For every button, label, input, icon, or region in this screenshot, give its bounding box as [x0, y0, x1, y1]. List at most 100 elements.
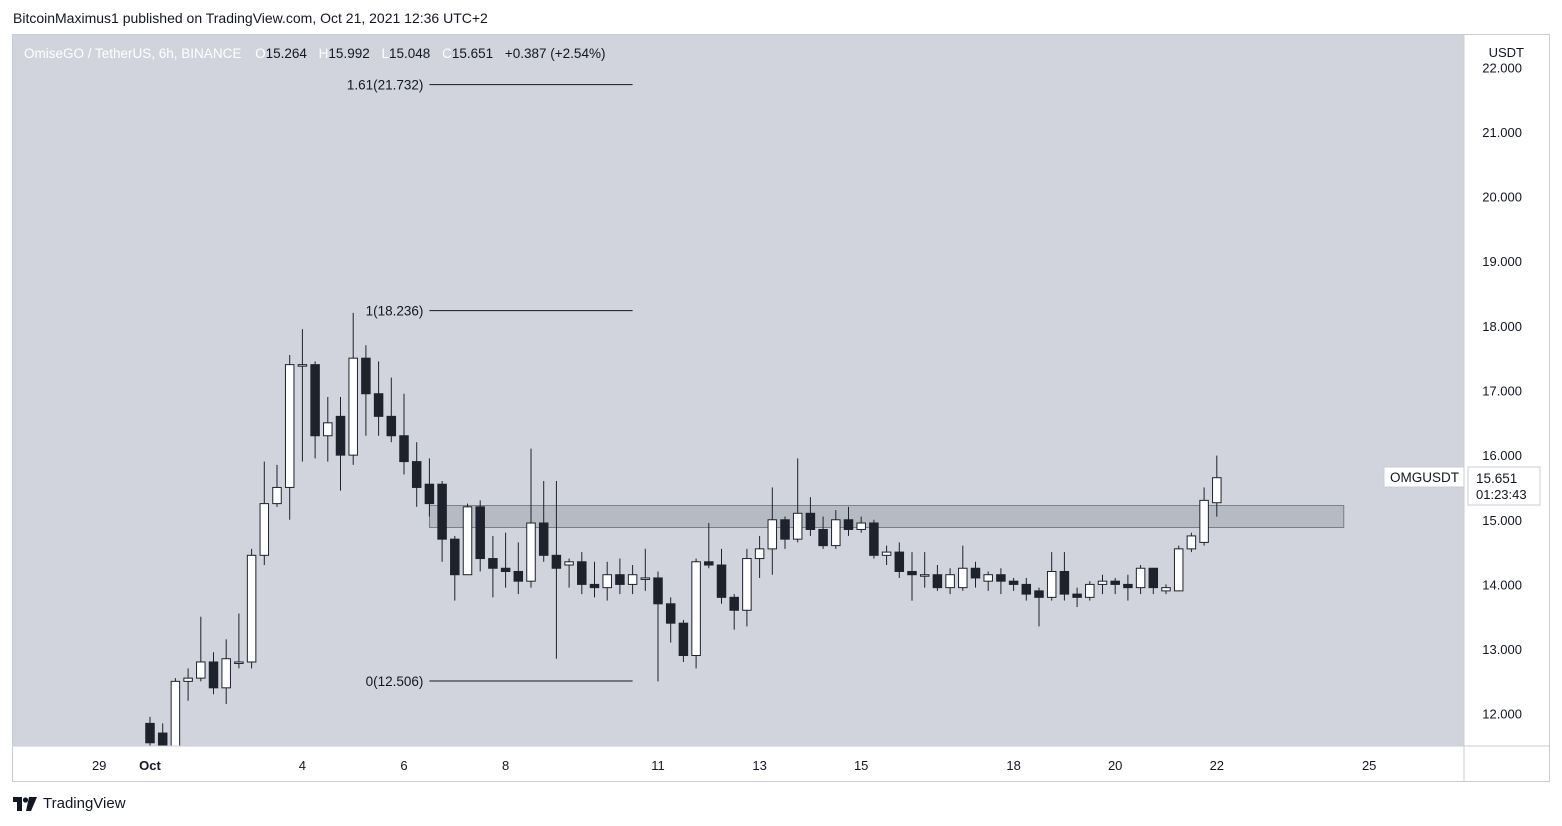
candle-body — [691, 561, 701, 657]
candle[interactable] — [335, 396, 346, 491]
candle-body — [373, 393, 384, 417]
candle[interactable] — [1008, 577, 1019, 591]
candle[interactable] — [754, 535, 765, 578]
footer-brand[interactable]: TradingView — [13, 795, 126, 812]
candle[interactable] — [272, 464, 282, 507]
candle[interactable] — [450, 535, 460, 601]
candle[interactable] — [170, 678, 181, 750]
candle[interactable] — [424, 458, 435, 517]
candle[interactable] — [259, 461, 270, 566]
candle[interactable] — [437, 480, 447, 562]
candle[interactable] — [780, 516, 790, 549]
candle[interactable] — [323, 396, 333, 462]
candle[interactable] — [577, 552, 587, 595]
candle[interactable] — [1034, 587, 1044, 627]
candle[interactable] — [805, 497, 816, 536]
time-axis[interactable] — [13, 746, 1464, 781]
candle[interactable] — [145, 716, 155, 746]
candle-body — [259, 503, 270, 556]
price-tag[interactable]: OMGUSDT 15.651 01:23:43 — [1383, 466, 1541, 506]
candle[interactable] — [551, 480, 562, 659]
candle[interactable] — [1097, 574, 1108, 595]
candle[interactable] — [500, 532, 511, 588]
candle[interactable] — [932, 565, 943, 591]
candle[interactable] — [411, 442, 422, 507]
candle[interactable] — [1021, 577, 1032, 601]
candle[interactable] — [881, 545, 892, 566]
candle[interactable] — [234, 613, 244, 669]
candle[interactable] — [602, 561, 612, 601]
candle[interactable] — [1212, 455, 1222, 517]
candle[interactable] — [462, 503, 473, 576]
candle[interactable] — [1123, 574, 1133, 601]
candle-body — [767, 519, 778, 550]
candle[interactable] — [526, 448, 536, 588]
candle[interactable] — [970, 561, 981, 588]
candle[interactable] — [475, 500, 485, 572]
candle[interactable] — [538, 480, 549, 562]
candle[interactable] — [742, 548, 752, 627]
candle[interactable] — [361, 345, 371, 436]
candle[interactable] — [729, 594, 739, 630]
candle[interactable] — [996, 568, 1006, 595]
candle-body — [526, 522, 536, 582]
candle[interactable] — [1148, 567, 1159, 595]
candle-body — [424, 483, 435, 505]
candle[interactable] — [310, 361, 320, 459]
candle[interactable] — [691, 558, 701, 669]
candle[interactable] — [615, 558, 625, 595]
candle[interactable] — [843, 506, 854, 536]
price-axis[interactable] — [1464, 35, 1549, 746]
candle[interactable] — [665, 597, 676, 643]
candle[interactable] — [221, 639, 231, 704]
candle[interactable] — [513, 542, 524, 595]
candle[interactable] — [983, 571, 993, 591]
candle[interactable] — [704, 523, 714, 569]
candle[interactable] — [284, 354, 295, 520]
candle[interactable] — [348, 312, 358, 465]
candle[interactable] — [919, 552, 930, 588]
candle[interactable] — [792, 458, 803, 543]
plot-area[interactable] — [13, 35, 1464, 746]
candle[interactable] — [196, 616, 206, 682]
candle[interactable] — [208, 652, 219, 695]
candle[interactable] — [183, 668, 193, 701]
candle[interactable] — [246, 548, 257, 669]
candle[interactable] — [564, 558, 574, 588]
candle[interactable] — [1059, 552, 1070, 601]
candle[interactable] — [1072, 587, 1082, 608]
candle[interactable] — [589, 561, 600, 598]
candle[interactable] — [869, 519, 879, 559]
candle[interactable] — [958, 545, 968, 591]
candle[interactable] — [1161, 584, 1171, 595]
candle[interactable] — [386, 377, 397, 443]
candle[interactable] — [627, 565, 638, 595]
time-axis-tick: 11 — [651, 758, 665, 773]
candle[interactable] — [653, 571, 663, 682]
candle[interactable] — [856, 516, 866, 533]
candle[interactable] — [767, 487, 778, 575]
candle[interactable] — [818, 516, 828, 549]
candle[interactable] — [399, 393, 409, 475]
candle[interactable] — [488, 535, 498, 598]
candle[interactable] — [716, 548, 727, 604]
candle[interactable] — [1199, 487, 1209, 546]
last-price-tag — [1467, 466, 1541, 506]
candle[interactable] — [1186, 532, 1197, 553]
candle[interactable] — [1173, 545, 1184, 592]
candle[interactable] — [1110, 577, 1120, 595]
candle-body — [729, 596, 739, 611]
candle-body — [1110, 580, 1120, 585]
candle[interactable] — [297, 329, 308, 462]
candle[interactable] — [1085, 581, 1095, 601]
candle[interactable] — [640, 548, 651, 591]
candle[interactable] — [1046, 552, 1057, 601]
candle[interactable] — [678, 619, 689, 662]
candle[interactable] — [894, 542, 905, 578]
candlestick-chart[interactable]: 1.61(21.732) 1(18.236) 0(12.506) 12.000 13.… — [12, 34, 1550, 782]
candle[interactable] — [373, 361, 384, 436]
candle[interactable] — [1135, 565, 1146, 595]
candle[interactable] — [945, 568, 955, 595]
candle[interactable] — [831, 510, 841, 549]
candle[interactable] — [907, 552, 917, 601]
